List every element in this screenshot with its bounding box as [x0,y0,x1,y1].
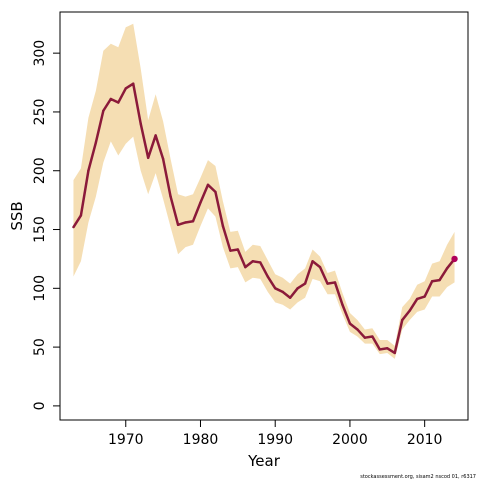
y-tick-label-300: 300 [32,40,48,67]
ssb-line-layer [72,82,458,355]
ssb-point-2006 [393,351,396,355]
ssb-point-1991 [281,290,284,294]
ssb-point-2001 [356,328,359,331]
ssb-point-1989 [266,275,269,278]
ssb-point-1963 [72,225,75,229]
confidence-band-layer [73,23,455,359]
confidence-band [73,23,455,359]
ssb-point-1997 [326,282,329,285]
ssb-point-1974 [154,134,157,137]
ssb-last-point [451,255,458,263]
ssb-point-1982 [214,190,217,194]
y-tick-label-100: 100 [32,275,48,302]
x-tick-label-2000: 2000 [332,432,368,448]
ssb-point-1979 [191,220,195,223]
ssb-point-1996 [318,265,322,269]
x-axis: 1970 1980 1990 2000 2010 [108,420,443,448]
ssb-point-1980 [199,201,202,204]
ssb-point-1965 [87,169,90,172]
ssb-point-2005 [386,347,389,350]
ssb-point-1986 [244,265,247,269]
ssb-point-2012 [438,278,441,282]
ssb-point-1967 [102,109,105,112]
y-tick-label-250: 250 [32,99,48,126]
y-tick-label-50: 50 [32,338,48,356]
ssb-point-1999 [341,303,344,306]
ssb-point-1976 [169,195,172,198]
ssb-point-1995 [311,260,314,263]
ssb-point-2003 [371,335,374,338]
ssb-point-1971 [132,82,135,85]
ssb-point-1992 [288,296,292,299]
ssb-point-2011 [430,280,434,283]
y-tick-label-200: 200 [32,157,48,184]
y-axis-title: SSB [8,201,26,230]
ssb-point-2007 [401,318,404,322]
ssb-point-1983 [221,224,225,228]
ssb-point-1998 [333,281,337,284]
ssb-point-1978 [184,221,187,224]
ssb-point-1988 [259,261,262,264]
x-tick-label-1980: 1980 [183,432,219,448]
ssb-point-2004 [378,348,382,351]
x-tick-label-1970: 1970 [108,432,144,448]
y-tick-label-0: 0 [32,401,48,410]
ssb-point-2000 [348,322,352,325]
ssb-point-1968 [109,97,113,101]
footer-credit: stockassessment.org, sisam2 nscod 01, r6… [360,474,476,480]
ssb-point-1966 [94,141,98,144]
ssb-point-1969 [117,101,120,104]
ssb-point-1972 [139,122,142,125]
plot-frame [59,11,469,421]
ssb-point-1993 [296,287,299,290]
ssb-point-2008 [408,309,411,312]
ssb-line [72,82,456,355]
x-axis-title: Year [247,452,281,470]
ssb-point-1981 [206,183,210,187]
ssb-point-1977 [176,223,180,227]
ssb-point-1975 [161,157,165,161]
ssb-point-1970 [124,87,127,90]
ssb-point-1987 [251,260,254,263]
ssb-point-1990 [274,287,277,290]
y-tick-label-150: 150 [32,216,48,243]
x-tick-label-2010: 2010 [407,432,443,448]
ssb-point-1973 [146,156,150,159]
ssb-point-1994 [303,282,307,285]
ssb-point-1985 [236,248,240,251]
y-axis: 0 50 100 150 200 250 300 [32,40,60,410]
ssb-point-2002 [363,336,367,339]
x-tick-label-1990: 1990 [257,432,293,448]
ssb-point-2010 [423,295,426,298]
ssb-point-2009 [415,297,419,301]
ssb-point-2013 [445,267,449,270]
ssb-point-1964 [79,214,83,217]
ssb-point-1984 [229,249,232,252]
